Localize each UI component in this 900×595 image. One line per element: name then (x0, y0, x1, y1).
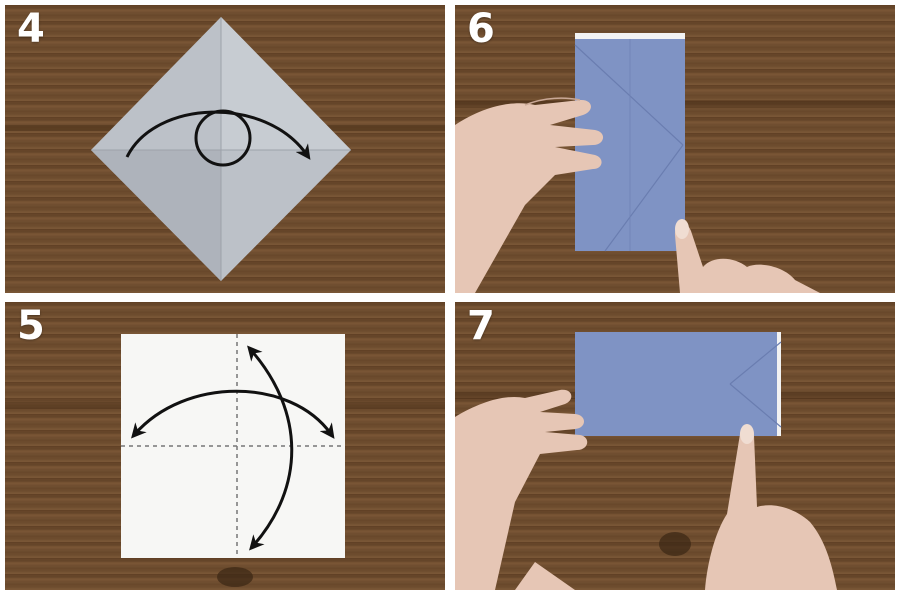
step-7-panel: 7 (455, 302, 895, 590)
step-number: 7 (467, 303, 495, 349)
blue-paper-rectangle (575, 332, 781, 436)
right-hand-image (674, 219, 820, 293)
step-number: 6 (467, 6, 495, 52)
right-hand-image (705, 424, 837, 590)
step-4-photo (5, 5, 445, 293)
step-6-photo (455, 5, 895, 293)
left-hand-image (455, 97, 604, 293)
double-arrow-icons (131, 345, 335, 551)
left-hand-image (455, 389, 588, 590)
step-6-panel: 6 (455, 5, 895, 293)
step-number: 5 (17, 303, 45, 349)
fold-arrow-icon (125, 109, 311, 167)
step-number: 4 (17, 6, 45, 52)
step-7-photo (455, 302, 895, 590)
step-4-panel: 4 (5, 5, 445, 293)
step-5-panel: 5 (5, 302, 445, 590)
step-5-photo (5, 302, 445, 590)
